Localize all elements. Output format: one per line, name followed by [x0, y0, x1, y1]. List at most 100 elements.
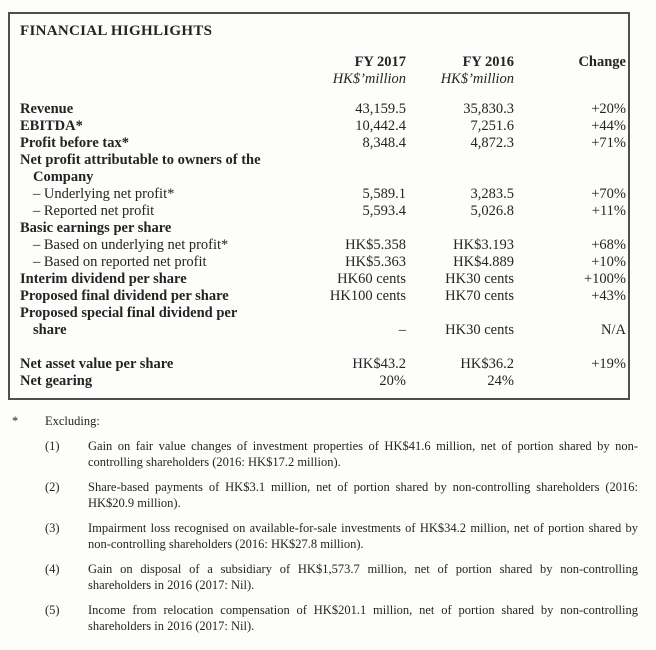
financial-highlights-table: FINANCIAL HIGHLIGHTS FY 2017 HK$’million…: [8, 12, 630, 400]
fy2016-value: 24%: [487, 373, 514, 389]
header-fy2016-title: FY 2016: [462, 54, 514, 70]
header-fy2017-title: FY 2017: [354, 54, 406, 70]
header-fy2016-unit: HK$’million: [440, 71, 514, 87]
fy2017-value: 8,348.4: [362, 135, 407, 151]
fy2016-value: HK$3.193: [453, 237, 514, 253]
fy2017-value: HK60 cents: [337, 271, 406, 287]
footnote-text: Gain on disposal of a subsidiary of HK$1…: [88, 561, 638, 593]
row-label: – Based on underlying net profit*: [33, 237, 229, 253]
row-label: Company: [33, 169, 94, 185]
table-row-special-dividend-line1: Proposed special final dividend per: [20, 305, 626, 322]
change-value: +70%: [591, 186, 626, 202]
table-row-net-profit-attrib-line1: Net profit attributable to owners of the: [20, 152, 626, 169]
row-label: Net asset value per share: [20, 356, 174, 372]
header-change: Change: [514, 54, 626, 88]
table-row-special-dividend-line2: share – HK30 cents N/A: [20, 322, 626, 339]
header-label-spacer: [20, 54, 311, 88]
footnote-item-3: (3) Impairment loss recognised on availa…: [45, 520, 638, 553]
fy2016-value: HK$36.2: [460, 356, 514, 372]
row-label: share: [33, 322, 67, 338]
table-row-reported-net-profit: – Reported net profit 5,593.4 5,026.8 +1…: [20, 203, 626, 220]
row-label: Interim dividend per share: [20, 271, 187, 287]
footnote-list: (1) Gain on fair value changes of invest…: [45, 438, 638, 635]
fy2016-value: HK30 cents: [445, 271, 514, 287]
fy2016-value: 7,251.6: [470, 118, 515, 134]
fy2016-value: HK70 cents: [445, 288, 514, 304]
footnote-text: Income from relocation compensation of H…: [88, 602, 638, 634]
fy2017-value: –: [398, 322, 406, 338]
header-fy2016: FY 2016 HK$’million: [406, 54, 514, 88]
row-label: – Reported net profit: [33, 203, 155, 219]
footnote-number: (5): [45, 602, 60, 617]
footnote-heading: Excluding:: [45, 414, 100, 428]
change-value: +19%: [591, 356, 626, 372]
change-value: +71%: [591, 135, 626, 151]
footnote-text: Share-based payments of HK$3.1 million, …: [88, 479, 638, 511]
table-row-net-gearing: Net gearing 20% 24%: [20, 373, 626, 390]
fy2016-value: HK30 cents: [445, 322, 514, 338]
footnote-item-2: (2) Share-based payments of HK$3.1 milli…: [45, 479, 638, 512]
footnote-text: Impairment loss recognised on available-…: [88, 520, 638, 552]
footnote-text: Gain on fair value changes of investment…: [88, 438, 638, 470]
footnote-item-4: (4) Gain on disposal of a subsidiary of …: [45, 561, 638, 594]
fy2016-value: 4,872.3: [470, 135, 515, 151]
fy2016-value: 35,830.3: [463, 101, 514, 117]
row-label: Proposed final dividend per share: [20, 288, 229, 304]
change-value: [514, 373, 626, 390]
fy2016-value: 5,026.8: [470, 203, 515, 219]
change-value: +43%: [591, 288, 626, 304]
footnote-item-1: (1) Gain on fair value changes of invest…: [45, 438, 638, 471]
asterisk-marker: *: [12, 414, 19, 428]
table-body: Revenue 43,159.5 35,830.3 +20% EBITDA* 1…: [20, 101, 626, 390]
row-label: – Underlying net profit*: [33, 186, 175, 202]
change-value: +68%: [591, 237, 626, 253]
table-row-underlying-net-profit: – Underlying net profit* 5,589.1 3,283.5…: [20, 186, 626, 203]
fy2017-value: 43,159.5: [355, 101, 406, 117]
footnote-number: (1): [45, 438, 60, 453]
footnote-number: (2): [45, 479, 60, 494]
row-label: Net gearing: [20, 373, 93, 389]
footnote-number: (3): [45, 520, 60, 535]
footnote-heading-row: * Excluding:: [12, 413, 638, 430]
table-row-revenue: Revenue 43,159.5 35,830.3 +20%: [20, 101, 626, 118]
row-label: Profit before tax*: [20, 135, 129, 151]
change-value: +100%: [583, 271, 626, 287]
change-value: +10%: [591, 254, 626, 270]
fy2017-value: 10,442.4: [355, 118, 406, 134]
fy2017-value: HK$5.358: [345, 237, 406, 253]
table-row-profit-before-tax: Profit before tax* 8,348.4 4,872.3 +71%: [20, 135, 626, 152]
fy2017-value: 20%: [379, 373, 406, 389]
row-label: Net profit attributable to owners of the: [20, 152, 261, 168]
row-label: Proposed special final dividend per: [20, 305, 238, 321]
fy2016-value: HK$4.889: [453, 254, 514, 270]
row-label: EBITDA*: [20, 118, 83, 134]
table-row-interim-dividend: Interim dividend per share HK60 cents HK…: [20, 271, 626, 288]
header-change-title: Change: [578, 54, 626, 70]
table-row-ebitda: EBITDA* 10,442.4 7,251.6 +44%: [20, 118, 626, 135]
header-fy2017-unit: HK$’million: [332, 71, 406, 87]
change-value: +11%: [591, 203, 626, 219]
change-value: +20%: [591, 101, 626, 117]
row-label: Revenue: [20, 101, 74, 117]
fy2017-value: HK$43.2: [352, 356, 406, 372]
table-section-spacer: [20, 339, 626, 356]
change-value: N/A: [601, 322, 626, 338]
table-row-proposed-final-dividend: Proposed final dividend per share HK100 …: [20, 288, 626, 305]
table-row-eps-underlying: – Based on underlying net profit* HK$5.3…: [20, 237, 626, 254]
header-fy2017: FY 2017 HK$’million: [311, 54, 406, 88]
fy2017-value: 5,593.4: [362, 203, 407, 219]
fy2016-value: 3,283.5: [470, 186, 515, 202]
row-label: – Based on reported net profit: [33, 254, 207, 270]
page-title: FINANCIAL HIGHLIGHTS: [20, 23, 213, 39]
footnotes-section: * Excluding: (1) Gain on fair value chan…: [12, 413, 638, 635]
document-page: { "title": "FINANCIAL HIGHLIGHTS", "tabl…: [0, 12, 656, 650]
table-row-basic-eps: Basic earnings per share: [20, 220, 626, 237]
fy2017-value: HK$5.363: [345, 254, 406, 270]
fy2017-value: HK100 cents: [329, 288, 406, 304]
table-header: FY 2017 HK$’million FY 2016 HK$’million …: [20, 54, 626, 88]
table-row-net-asset-value: Net asset value per share HK$43.2 HK$36.…: [20, 356, 626, 373]
footnote-number: (4): [45, 561, 60, 576]
fy2017-value: 5,589.1: [362, 186, 407, 202]
table-row-net-profit-attrib-line2: Company: [20, 169, 626, 186]
footnote-item-5: (5) Income from relocation compensation …: [45, 602, 638, 635]
